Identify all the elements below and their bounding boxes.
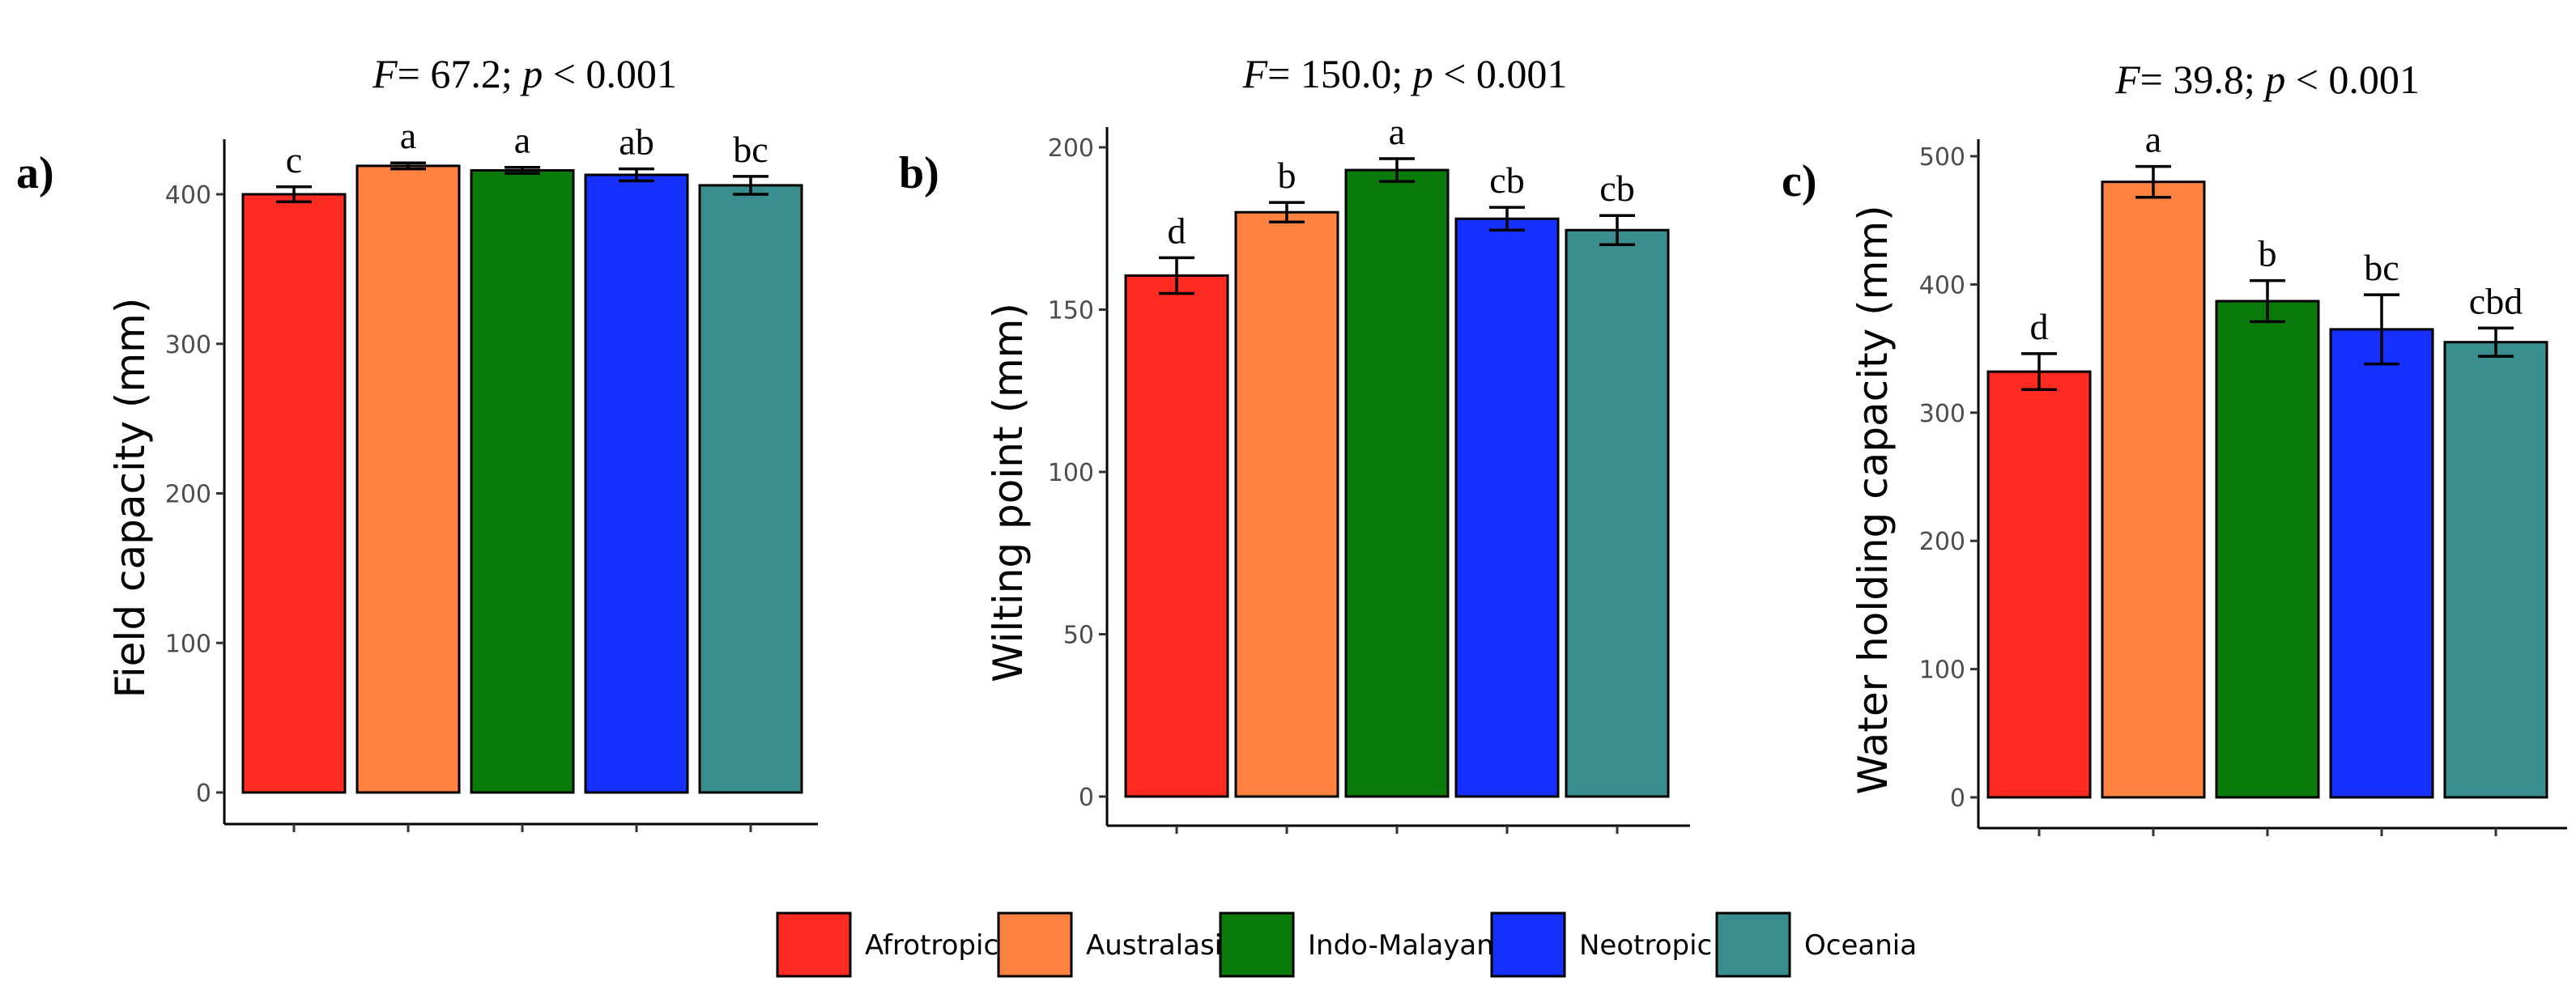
legend-label: Indo-Malayan: [1308, 929, 1494, 962]
significance-letter: cb: [1489, 159, 1524, 201]
bar-indo-malayan: [470, 168, 575, 794]
bar-oceania: [1565, 228, 1670, 798]
error-bar: [1489, 206, 1525, 232]
error-bar: [505, 165, 540, 175]
y-axis-title: Field capacity (mm): [107, 298, 154, 699]
significance-letter: b: [2259, 233, 2277, 274]
panel-1: F= 67.2; p < 0.001 a) 0 100 200 300 400 Field c…: [16, 51, 818, 832]
significance-letter: cbd: [2469, 280, 2523, 321]
error-bar: [276, 185, 312, 203]
significance-letter: d: [1168, 210, 1186, 251]
legend-swatch-oceania: [1715, 911, 1791, 978]
error-bar: [733, 175, 769, 196]
bar-oceania: [698, 184, 803, 794]
y-tick-label: 0: [1079, 784, 1094, 812]
bar-australasia: [1234, 210, 1339, 798]
significance-letter: d: [2030, 306, 2049, 347]
error-bar: [1599, 214, 1635, 247]
legend-swatch-indo-malayan: [1219, 911, 1295, 978]
y-tick-label: 200: [1048, 134, 1094, 163]
y-tick-label: 400: [165, 181, 211, 210]
significance-letter: b: [1278, 155, 1297, 196]
legend-label: Australasia: [1086, 929, 1239, 962]
error-bar: [2250, 278, 2285, 324]
stat-title: F= 67.2; p < 0.001: [372, 51, 677, 96]
error-bar: [619, 167, 654, 183]
significance-letter: cb: [1599, 168, 1634, 209]
panel-label: c): [1782, 156, 1817, 206]
bar-neotropic: [1454, 217, 1560, 798]
error-bar: [2135, 164, 2171, 199]
y-axis-title: Wilting point (mm): [985, 303, 1032, 682]
significance-letter: a: [1389, 111, 1405, 152]
significance-letter: bc: [733, 129, 768, 170]
y-tick-label: 0: [1950, 784, 1965, 813]
bar-indo-malayan: [2215, 300, 2320, 799]
bar-australasia: [356, 164, 461, 794]
y-axis-title: Water holding capacity (mm): [1850, 205, 1897, 794]
y-tick-label: 100: [1919, 656, 1965, 685]
bar-afrotropic: [241, 193, 347, 794]
legend-swatch-australasia: [997, 911, 1073, 978]
bar-afrotropic: [1124, 274, 1229, 798]
significance-letter: a: [2145, 119, 2161, 160]
y-tick-label: 100: [165, 630, 211, 658]
panel-label: b): [899, 148, 939, 198]
bar-australasia: [2101, 181, 2206, 799]
y-tick-label: 50: [1063, 622, 1094, 650]
legend-label: Afrotropic: [865, 929, 998, 962]
panel-label: a): [16, 148, 54, 198]
error-bar: [2478, 326, 2514, 358]
legend-swatch-neotropic: [1490, 911, 1566, 978]
y-tick-label: 400: [1919, 271, 1965, 300]
y-tick-label: 150: [1048, 297, 1094, 325]
bar-afrotropic: [1986, 370, 2092, 799]
y-tick-label: 100: [1048, 459, 1094, 487]
y-tick-label: 300: [1919, 400, 1965, 428]
y-tick-label: 200: [1919, 528, 1965, 556]
panel-3: F= 39.8; p < 0.001 c) 0 100 200 300 400 500 Wate…: [1782, 57, 2567, 836]
significance-letter: a: [400, 115, 416, 156]
y-tick-label: 500: [1919, 143, 1965, 172]
y-tick-label: 200: [165, 481, 211, 509]
significance-letter: ab: [619, 121, 654, 163]
y-tick-label: 300: [165, 331, 211, 359]
legend-label: Neotropic: [1579, 929, 1712, 962]
bar-neotropic: [2329, 328, 2434, 799]
bar-indo-malayan: [1344, 168, 1450, 798]
error-bar: [2021, 352, 2057, 392]
stat-title: F= 150.0; p < 0.001: [1242, 51, 1568, 96]
stat-title: F= 39.8; p < 0.001: [2114, 57, 2420, 102]
significance-letter: bc: [2364, 247, 2399, 288]
panel-2: F= 150.0; p < 0.001 b) 0 50 100 150 200 Wilting…: [899, 51, 1690, 834]
error-bar: [1269, 201, 1305, 223]
error-bar: [390, 161, 426, 171]
significance-letter: c: [286, 139, 302, 181]
legend-swatch-afrotropic: [776, 911, 852, 978]
error-bar: [2364, 293, 2399, 366]
significance-letter: a: [514, 120, 530, 161]
error-bar: [1379, 157, 1415, 183]
bar-neotropic: [584, 173, 689, 794]
y-tick-label: 0: [196, 780, 211, 808]
legend-label: Oceania: [1804, 929, 1917, 962]
legend: Afrotropic Australasia Indo-Malayan Neotrop…: [776, 911, 1917, 978]
error-bar: [1159, 256, 1194, 295]
bar-oceania: [2443, 341, 2548, 799]
